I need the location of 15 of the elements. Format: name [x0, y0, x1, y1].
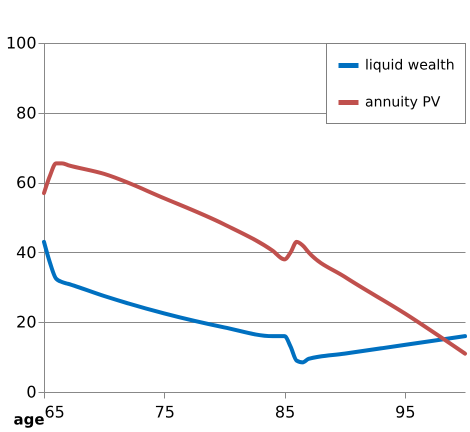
x-tick-label: 85: [274, 402, 296, 422]
x-tick-label: 95: [395, 402, 416, 422]
y-tick-label: 100: [6, 34, 36, 52]
y-tick-label: 60: [16, 173, 36, 192]
x-axis-title: age: [13, 410, 44, 428]
legend-label: liquid wealth: [365, 58, 455, 74]
x-tick-label: 75: [154, 402, 175, 422]
line-series: [42, 240, 467, 364]
y-tick-label: 80: [16, 103, 36, 122]
y-tick-label: 20: [16, 312, 36, 332]
legend-label: annuity PV: [365, 94, 441, 110]
y-tick-label: 40: [16, 242, 36, 262]
line-series: [42, 161, 467, 356]
x-tick-label: 65: [44, 402, 65, 422]
y-tick-label: 0: [26, 382, 36, 402]
